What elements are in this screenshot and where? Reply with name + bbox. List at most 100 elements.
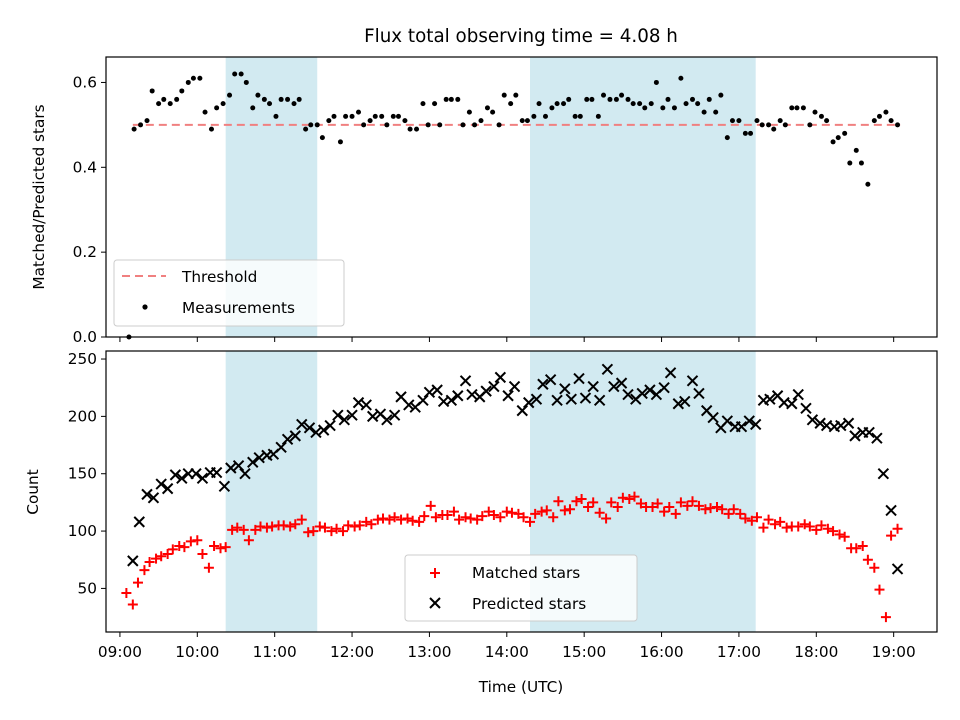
matched-point <box>629 491 640 502</box>
predicted-point <box>445 394 458 407</box>
matched-point <box>501 506 512 517</box>
matched-point <box>384 514 395 525</box>
measurement-point <box>144 118 150 124</box>
matched-point <box>250 524 261 535</box>
predicted-point <box>835 419 847 432</box>
matched-point <box>378 513 388 524</box>
matched-point <box>670 508 681 519</box>
measurement-point <box>536 101 542 107</box>
measurement-point <box>197 75 203 81</box>
x-tick-label: 12:00 <box>330 643 374 661</box>
matched-point <box>220 542 231 553</box>
measurement-point <box>267 101 273 107</box>
x-tick-label: 09:00 <box>98 643 142 661</box>
matched-point <box>571 496 582 507</box>
measurement-point <box>285 96 291 102</box>
matched-point <box>675 497 686 508</box>
measurement-point <box>167 101 173 107</box>
matched-point <box>700 504 711 515</box>
measurement-point <box>695 101 701 107</box>
predicted-point <box>133 516 145 528</box>
predicted-point <box>210 466 223 479</box>
x-tick-label: 13:00 <box>407 643 451 661</box>
measurement-point <box>273 113 279 119</box>
matched-point <box>518 512 529 523</box>
top-measurements <box>126 71 901 340</box>
matched-point <box>862 554 873 565</box>
matched-point <box>892 523 903 534</box>
matched-point <box>746 515 757 526</box>
predicted-point <box>431 384 443 396</box>
predicted-point <box>636 387 648 400</box>
matched-point <box>728 504 739 515</box>
predicted-point <box>885 504 897 517</box>
measurement-point <box>653 79 659 85</box>
matched-point <box>472 514 483 525</box>
matched-point <box>740 513 751 524</box>
matched-point <box>151 553 162 564</box>
measurement-point <box>888 118 894 124</box>
matched-point <box>793 521 804 532</box>
predicted-point <box>672 398 685 410</box>
measurement-point <box>443 96 449 102</box>
predicted-point <box>466 388 478 401</box>
predicted-point <box>523 396 535 409</box>
matched-point <box>261 522 272 533</box>
predicted-point <box>232 459 245 472</box>
matched-point <box>448 506 459 517</box>
matched-point <box>144 557 155 568</box>
matched-point <box>770 519 781 530</box>
measurement-point <box>577 113 583 119</box>
top-legend-box <box>113 259 345 327</box>
matched-point <box>601 513 612 524</box>
measurement-point <box>508 101 514 107</box>
matched-point <box>343 520 354 531</box>
measurement-point <box>448 96 454 102</box>
predicted-point <box>658 381 670 394</box>
measurement-point <box>818 113 824 119</box>
matched-point <box>442 510 453 521</box>
predicted-point <box>891 563 904 575</box>
matched-point <box>361 516 372 527</box>
measurement-point <box>303 126 309 132</box>
measurement-point <box>883 109 889 115</box>
measurement-point <box>800 105 806 111</box>
predicted-point <box>877 468 890 480</box>
measurement-point <box>542 113 548 119</box>
predicted-point <box>608 380 620 393</box>
measurement-point <box>420 101 426 107</box>
measurement-point <box>619 92 625 98</box>
predicted-point <box>764 393 776 405</box>
measurement-point <box>895 122 901 128</box>
measurement-point <box>407 126 413 132</box>
measurements-legend-swatch <box>142 304 148 310</box>
measurement-point <box>678 75 684 81</box>
measurement-point <box>484 105 490 111</box>
measurement-point <box>794 105 800 111</box>
measurement-point <box>842 130 848 136</box>
matched-point <box>139 565 150 576</box>
matched-point <box>278 520 289 531</box>
predicted-point <box>871 432 883 444</box>
measurement-point <box>683 101 689 107</box>
measurement-point <box>524 118 530 124</box>
measurement-point <box>308 122 314 128</box>
predicted-point <box>488 380 500 393</box>
matched-point <box>530 508 541 519</box>
predicted-point <box>792 388 804 401</box>
matched-point <box>612 501 623 512</box>
predicted-point <box>579 392 592 404</box>
measurement-point <box>190 75 196 81</box>
y-tick-label: 0.2 <box>73 243 97 261</box>
matched-point <box>460 512 471 523</box>
measurement-point <box>736 118 742 124</box>
measurement-point <box>384 122 390 128</box>
predicted-point <box>849 430 861 442</box>
matched-point <box>758 522 769 533</box>
matched-point <box>822 523 833 534</box>
top-panel: 0.0 0.2 0.4 0.6 Matched/Predicted stars Thr… <box>30 56 938 346</box>
matched-point <box>874 584 885 595</box>
measurement-point <box>876 113 882 119</box>
matched-point <box>255 521 266 532</box>
